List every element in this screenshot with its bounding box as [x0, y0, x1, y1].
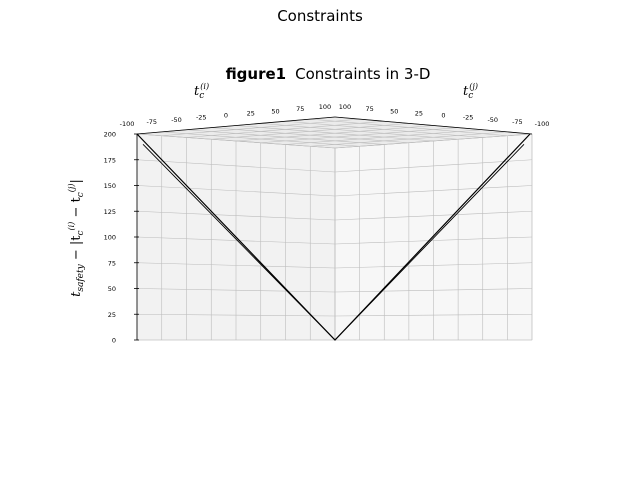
- top-edge-right: [334, 116, 533, 135]
- tick-labels: -100 -75 -50 -25 0 25 50 75 100 100 75 50 25 0 -25 -50 -…: [104, 103, 550, 345]
- axis-panes: [136, 116, 533, 341]
- z-tick-label: 125: [104, 208, 116, 216]
- y-tick-label: 0: [441, 112, 445, 120]
- y-tick-label: 50: [390, 107, 398, 115]
- grid-line: [310, 131, 508, 147]
- y-tick-label: -75: [512, 118, 523, 126]
- grid-line: [260, 123, 459, 140]
- z-tick-label: 25: [108, 311, 116, 319]
- z-tick-label: 150: [104, 182, 116, 190]
- z-axis-label: tsafety − |tc(i) − tc(j)|: [67, 179, 86, 297]
- x-tick-label: 25: [247, 109, 255, 117]
- window-title: Constraints: [277, 7, 363, 25]
- grid-line: [310, 118, 508, 137]
- series-line: [142, 143, 525, 341]
- x-tick-label: -75: [146, 118, 157, 126]
- grid-line: [334, 133, 533, 149]
- x-tick-label: 100: [319, 103, 331, 111]
- z-tick-label: 200: [104, 131, 116, 139]
- z-tick-label: 75: [108, 259, 116, 267]
- grid-line: [235, 125, 434, 142]
- z-tick-label: 175: [104, 156, 116, 164]
- title-text: Constraints in 3-D: [295, 65, 430, 83]
- top-edge-left: [136, 116, 336, 135]
- z-tick-label: 50: [108, 285, 116, 293]
- z-tick-label: 0: [112, 337, 116, 345]
- grid-line: [285, 129, 483, 145]
- title-bold: figure1: [226, 65, 287, 83]
- chart-title: figure1 Constraints in 3-D: [226, 65, 431, 83]
- z-tick-label: 100: [104, 234, 116, 242]
- series-group: [136, 133, 531, 341]
- x-axis-label: tc(i): [194, 82, 209, 101]
- y-tick-label: 75: [365, 105, 373, 113]
- x-tick-label: 50: [271, 107, 279, 115]
- y-tick-label: -50: [487, 116, 498, 124]
- y-tick-label: 25: [415, 109, 423, 117]
- x-tick-label: 75: [296, 105, 304, 113]
- x-tick-label: 0: [224, 112, 228, 120]
- y-axis-label: tc(j): [463, 82, 478, 101]
- grid-line: [260, 127, 459, 144]
- x-tick-label: -25: [196, 114, 207, 122]
- x-tick-label: -100: [120, 120, 135, 128]
- y-tick-label: -25: [463, 114, 474, 122]
- grid-line: [285, 120, 483, 138]
- y-tick-label: -100: [535, 120, 550, 128]
- x-tick-label: -50: [171, 116, 182, 124]
- y-tick-label: 100: [339, 103, 351, 111]
